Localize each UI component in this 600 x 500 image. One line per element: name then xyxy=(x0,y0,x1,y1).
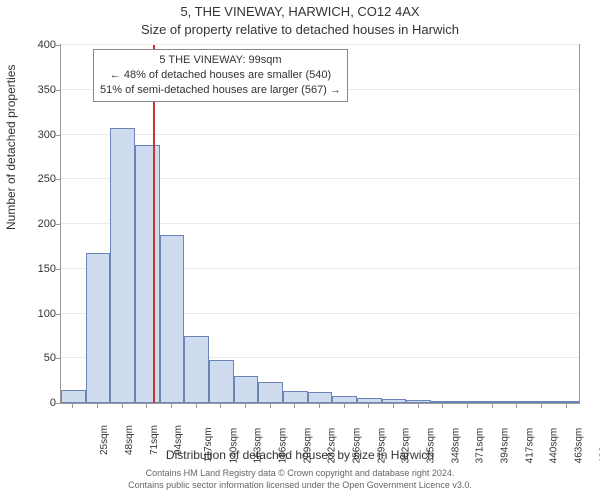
chart-subtitle: Size of property relative to detached ho… xyxy=(0,22,600,37)
x-tick-mark xyxy=(245,404,246,408)
histogram-bar xyxy=(110,128,135,403)
histogram-bar xyxy=(308,392,333,403)
gridline xyxy=(61,44,579,45)
histogram-bar xyxy=(258,382,283,403)
y-tick-mark xyxy=(56,135,60,136)
x-tick-mark xyxy=(196,404,197,408)
histogram-bar xyxy=(234,376,259,403)
y-tick-label: 400 xyxy=(16,39,56,51)
y-tick-label: 200 xyxy=(16,218,56,230)
histogram-bar xyxy=(382,399,407,403)
x-axis-label: Distribution of detached houses by size … xyxy=(0,448,600,462)
x-tick-mark xyxy=(122,404,123,408)
x-tick-mark xyxy=(541,404,542,408)
histogram-bar xyxy=(61,390,86,403)
y-tick-mark xyxy=(56,45,60,46)
histogram-bar xyxy=(86,253,111,403)
x-tick-mark xyxy=(442,404,443,408)
x-tick-mark xyxy=(72,404,73,408)
y-tick-mark xyxy=(56,269,60,270)
y-tick-label: 250 xyxy=(16,173,56,185)
x-tick-mark xyxy=(492,404,493,408)
histogram-bar xyxy=(480,401,505,403)
histogram-bar xyxy=(209,360,234,403)
x-tick-mark xyxy=(516,404,517,408)
x-tick-mark xyxy=(418,404,419,408)
x-tick-mark xyxy=(220,404,221,408)
histogram-bar xyxy=(406,400,431,403)
histogram-bar xyxy=(431,401,456,403)
x-tick-mark xyxy=(97,404,98,408)
histogram-bar xyxy=(283,391,308,403)
y-tick-label: 350 xyxy=(16,84,56,96)
gridline xyxy=(61,134,579,135)
footer-line-2: Contains public sector information licen… xyxy=(0,480,600,492)
histogram-bar xyxy=(357,398,382,403)
histogram-bar xyxy=(530,401,555,403)
histogram-bar xyxy=(160,235,185,403)
marker-info-box: 5 THE VINEWAY: 99sqm ← 48% of detached h… xyxy=(93,49,348,102)
info-line-1: 5 THE VINEWAY: 99sqm xyxy=(100,53,341,68)
histogram-bar xyxy=(135,145,160,403)
x-tick-mark xyxy=(294,404,295,408)
info-line-3: 51% of semi-detached houses are larger (… xyxy=(100,83,341,98)
footer-line-1: Contains HM Land Registry data © Crown c… xyxy=(0,468,600,480)
y-tick-mark xyxy=(56,358,60,359)
x-tick-mark xyxy=(270,404,271,408)
histogram-bar xyxy=(554,401,579,403)
y-tick-mark xyxy=(56,314,60,315)
x-tick-mark xyxy=(467,404,468,408)
x-tick-mark xyxy=(393,404,394,408)
x-tick-mark xyxy=(171,404,172,408)
histogram-bar xyxy=(184,336,209,403)
chart-title-address: 5, THE VINEWAY, HARWICH, CO12 4AX xyxy=(0,4,600,19)
y-tick-label: 150 xyxy=(16,263,56,275)
histogram-bar xyxy=(456,401,481,403)
x-tick-mark xyxy=(566,404,567,408)
y-tick-label: 100 xyxy=(16,308,56,320)
y-tick-label: 300 xyxy=(16,129,56,141)
y-tick-label: 50 xyxy=(16,352,56,364)
y-tick-mark xyxy=(56,403,60,404)
footer-attribution: Contains HM Land Registry data © Crown c… xyxy=(0,468,600,491)
info-line-2: ← 48% of detached houses are smaller (54… xyxy=(100,68,341,83)
histogram-bar xyxy=(332,396,357,403)
x-tick-mark xyxy=(344,404,345,408)
x-tick-mark xyxy=(146,404,147,408)
y-tick-label: 0 xyxy=(16,397,56,409)
x-tick-mark xyxy=(368,404,369,408)
x-tick-mark xyxy=(319,404,320,408)
y-tick-mark xyxy=(56,224,60,225)
y-tick-mark xyxy=(56,179,60,180)
histogram-bar xyxy=(505,401,530,403)
y-tick-mark xyxy=(56,90,60,91)
